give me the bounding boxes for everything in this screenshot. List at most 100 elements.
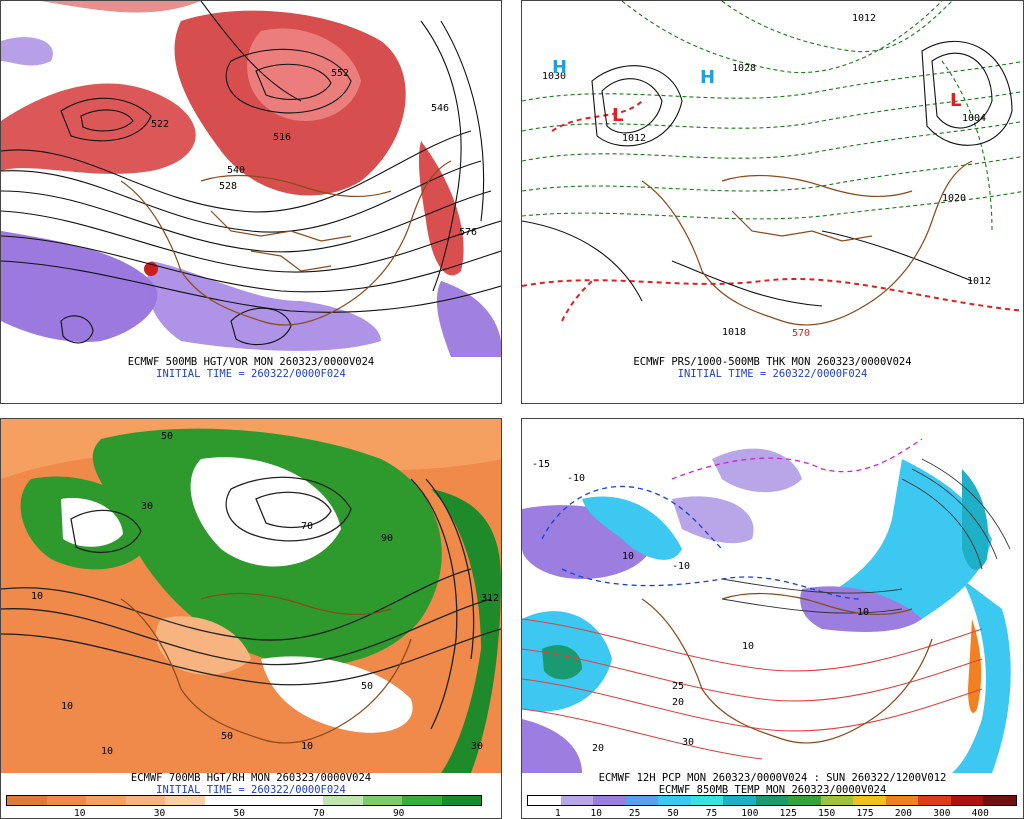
colorbar-tick-label: 70 <box>313 808 325 819</box>
contour-label: 25 <box>672 681 684 692</box>
colorbar-swatch <box>658 796 691 805</box>
colorbar-swatch <box>885 796 919 805</box>
colorbar-tick-label: 10 <box>590 808 602 819</box>
colorbar-swatch <box>204 796 244 805</box>
contour-label: 522 <box>151 119 169 130</box>
colorbar-tick-label: 400 <box>971 808 989 819</box>
map-500mb-hgt-vor: 522 552 516 540 576 528 546 <box>1 1 501 357</box>
colorbar-tick-label: 200 <box>894 808 913 819</box>
colorbar-swatch <box>46 796 86 805</box>
high-pressure-marker: H <box>700 67 715 88</box>
colorbar-swatch <box>323 796 363 805</box>
contour-label: 1030 <box>542 71 566 82</box>
contour-label: 1020 <box>942 193 966 204</box>
precip-colorbar <box>527 795 1017 806</box>
colorbar-swatch <box>625 796 659 805</box>
contour-label: 30 <box>141 501 153 512</box>
caption-line2: INITIAL TIME = 260322/0000F024 <box>156 784 346 796</box>
caption-700mb: ECMWF 700MB HGT/RH MON 260323/0000V024 I… <box>1 772 501 796</box>
contour-label: 528 <box>219 181 237 192</box>
colorbar-tick-label: 100 <box>741 808 759 819</box>
caption-pcp-850mb: ECMWF 12H PCP MON 260323/0000V024 : SUN … <box>522 772 1023 796</box>
colorbar-tick-label: 75 <box>705 808 718 819</box>
panel-prs-thk: 1012 1030 1028 1004 1012 1018 1020 1012 … <box>521 0 1024 404</box>
colorbar-swatch <box>755 796 789 805</box>
colorbar-swatch <box>820 796 854 805</box>
contour-label: 312 <box>481 593 499 604</box>
contour-label: 1004 <box>962 113 986 124</box>
panel-500mb-hgt-vor: 522 552 516 540 576 528 546 ECMWF 500MB … <box>0 0 502 404</box>
colorbar-tick-label: 50 <box>667 808 679 819</box>
colorbar-tick-label: 150 <box>818 808 836 819</box>
contour-label: 70 <box>301 521 313 532</box>
low-pressure-marker: L <box>612 105 623 126</box>
caption-line2: ECMWF 850MB TEMP MON 260323/0000V024 <box>658 784 887 796</box>
contour-label: -10 <box>672 561 690 572</box>
contour-label: 10 <box>101 746 113 757</box>
precip-colorbar-ticks: 1 10 25 50 75 100 125 150 175 200 300 400 <box>527 808 1017 819</box>
colorbar-swatch <box>7 796 47 805</box>
colorbar-swatch <box>441 796 481 805</box>
caption-line1: ECMWF 700MB HGT/RH MON 260323/0000V024 <box>130 772 372 784</box>
colorbar-swatch <box>125 796 165 805</box>
colorbar-swatch <box>788 796 821 805</box>
rh-colorbar-ticks: 10 30 50 70 90 <box>6 808 482 819</box>
contour-label: 1012 <box>852 13 876 24</box>
rh-colorbar <box>6 795 482 806</box>
contour-label: 10 <box>31 591 43 602</box>
colorbar-swatch <box>723 796 756 805</box>
contour-label: 570 <box>792 328 810 339</box>
colorbar-tick-label: 10 <box>74 808 86 819</box>
colorbar-tick-label: 300 <box>933 808 951 819</box>
panel-pcp-850mb-temp: -10 10 -15 10 20 25 30 20 10 -10 ECMWF 1… <box>521 418 1024 819</box>
contour-label: 50 <box>221 731 233 742</box>
map-pcp-850mb-temp: -10 10 -15 10 20 25 30 20 10 -10 <box>522 419 1023 773</box>
colorbar-swatch <box>560 796 594 805</box>
colorbar-swatch <box>283 796 323 805</box>
contour-label: 516 <box>273 132 291 143</box>
contour-label: 50 <box>361 681 373 692</box>
caption-line2: INITIAL TIME = 260322/0000F024 <box>677 368 868 380</box>
colorbar-tick-label: 125 <box>779 808 797 819</box>
colorbar-swatch <box>528 796 561 805</box>
contour-label: 1018 <box>722 327 746 338</box>
caption-line1: ECMWF 500MB HGT/VOR MON 260323/0000V024 <box>127 356 375 368</box>
contour-label: 576 <box>459 227 477 238</box>
caption-line2: INITIAL TIME = 260322/0000F024 <box>156 368 346 380</box>
caption-line1: ECMWF PRS/1000-500MB THK MON 260323/0000… <box>633 356 912 368</box>
contour-label: 90 <box>381 533 393 544</box>
contour-label: 540 <box>227 165 245 176</box>
contour-label: 10 <box>622 551 634 562</box>
colorbar-swatch <box>86 796 126 805</box>
contour-label: 546 <box>431 103 449 114</box>
contour-label: 552 <box>331 68 349 79</box>
colorbar-tick-label: 175 <box>856 808 874 819</box>
colorbar-tick-label: 25 <box>628 808 641 819</box>
colorbar-swatch <box>950 796 984 805</box>
caption-line1: ECMWF 12H PCP MON 260323/0000V024 : SUN … <box>598 772 947 784</box>
contour-label: 20 <box>592 743 604 754</box>
colorbar-swatch <box>593 796 626 805</box>
low-pressure-marker: L <box>950 90 961 111</box>
contour-label: 30 <box>471 741 483 752</box>
panel-700mb-hgt-rh: 50 10 30 90 70 312 10 50 10 30 10 50 ECM… <box>0 418 502 819</box>
colorbar-tick-label: 90 <box>392 808 405 819</box>
colorbar-swatch <box>362 796 402 805</box>
colorbar-swatch <box>244 796 284 805</box>
map-prs-thk: 1012 1030 1028 1004 1012 1018 1020 1012 … <box>522 1 1023 357</box>
colorbar-tick-label: 1 <box>554 808 561 819</box>
contour-label: 1028 <box>732 63 756 74</box>
contour-label: 1012 <box>967 276 991 287</box>
colorbar-swatch <box>983 796 1016 805</box>
contour-label: 50 <box>161 431 173 442</box>
colorbar-swatch <box>690 796 724 805</box>
contour-label: 30 <box>682 737 694 748</box>
contour-label: 10 <box>61 701 73 712</box>
colorbar-swatch <box>853 796 886 805</box>
contour-label: -10 <box>567 473 585 484</box>
contour-label: 10 <box>301 741 313 752</box>
colorbar-swatch <box>165 796 205 805</box>
contour-label: 20 <box>672 697 684 708</box>
contour-label: 10 <box>742 641 754 652</box>
colorbar-swatch <box>918 796 951 805</box>
